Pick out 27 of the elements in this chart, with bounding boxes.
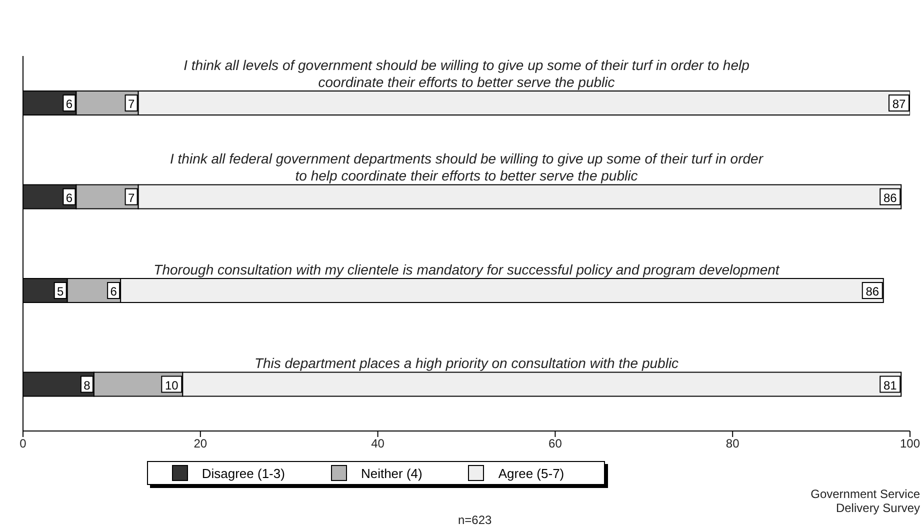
x-tick-label: 80 — [726, 436, 740, 451]
y-tick-label: I think all levels of government should be willing to give up some of their turf in order to help coordinate their efforts to better serve the public — [184, 56, 750, 90]
text: n=623 — [458, 513, 492, 527]
x-tick-label: 60 — [548, 436, 562, 451]
data-label: 8 — [84, 378, 91, 392]
data-label: 86 — [883, 190, 898, 205]
data-label: 81 — [883, 378, 898, 392]
legend-label: Neither (4) — [360, 465, 422, 481]
y-tick-label: This department places a high priority on consultation with the public — [254, 355, 679, 372]
data-label: 6 — [66, 190, 73, 205]
data-label: 7 — [128, 97, 135, 111]
legend-label: Disagree (1-3) — [200, 465, 285, 481]
x-tick-label: 40 — [371, 436, 385, 451]
text: Government Service Delivery Survey — [810, 487, 920, 515]
data-label: 87 — [892, 97, 906, 111]
data-label: 6 — [110, 284, 118, 298]
y-tick-label: I think all federal government departments should be willing to give up some of their turf in order to help coordinate their efforts to better serve the public — [170, 150, 764, 184]
data-label: 5 — [57, 284, 64, 298]
data-label: 86 — [866, 284, 880, 298]
legend-label: Agree (5-7) — [497, 465, 564, 481]
x-tick-label: 100 — [900, 436, 920, 451]
x-tick-label: 20 — [194, 436, 208, 451]
data-label: 6 — [66, 97, 73, 111]
y-tick-label: Thorough consultation with my clientele is mandatory for successful policy and program development — [154, 261, 780, 278]
data-label: 7 — [128, 190, 135, 205]
x-tick-label: 0 — [20, 436, 27, 451]
data-label: 10 — [164, 378, 179, 392]
